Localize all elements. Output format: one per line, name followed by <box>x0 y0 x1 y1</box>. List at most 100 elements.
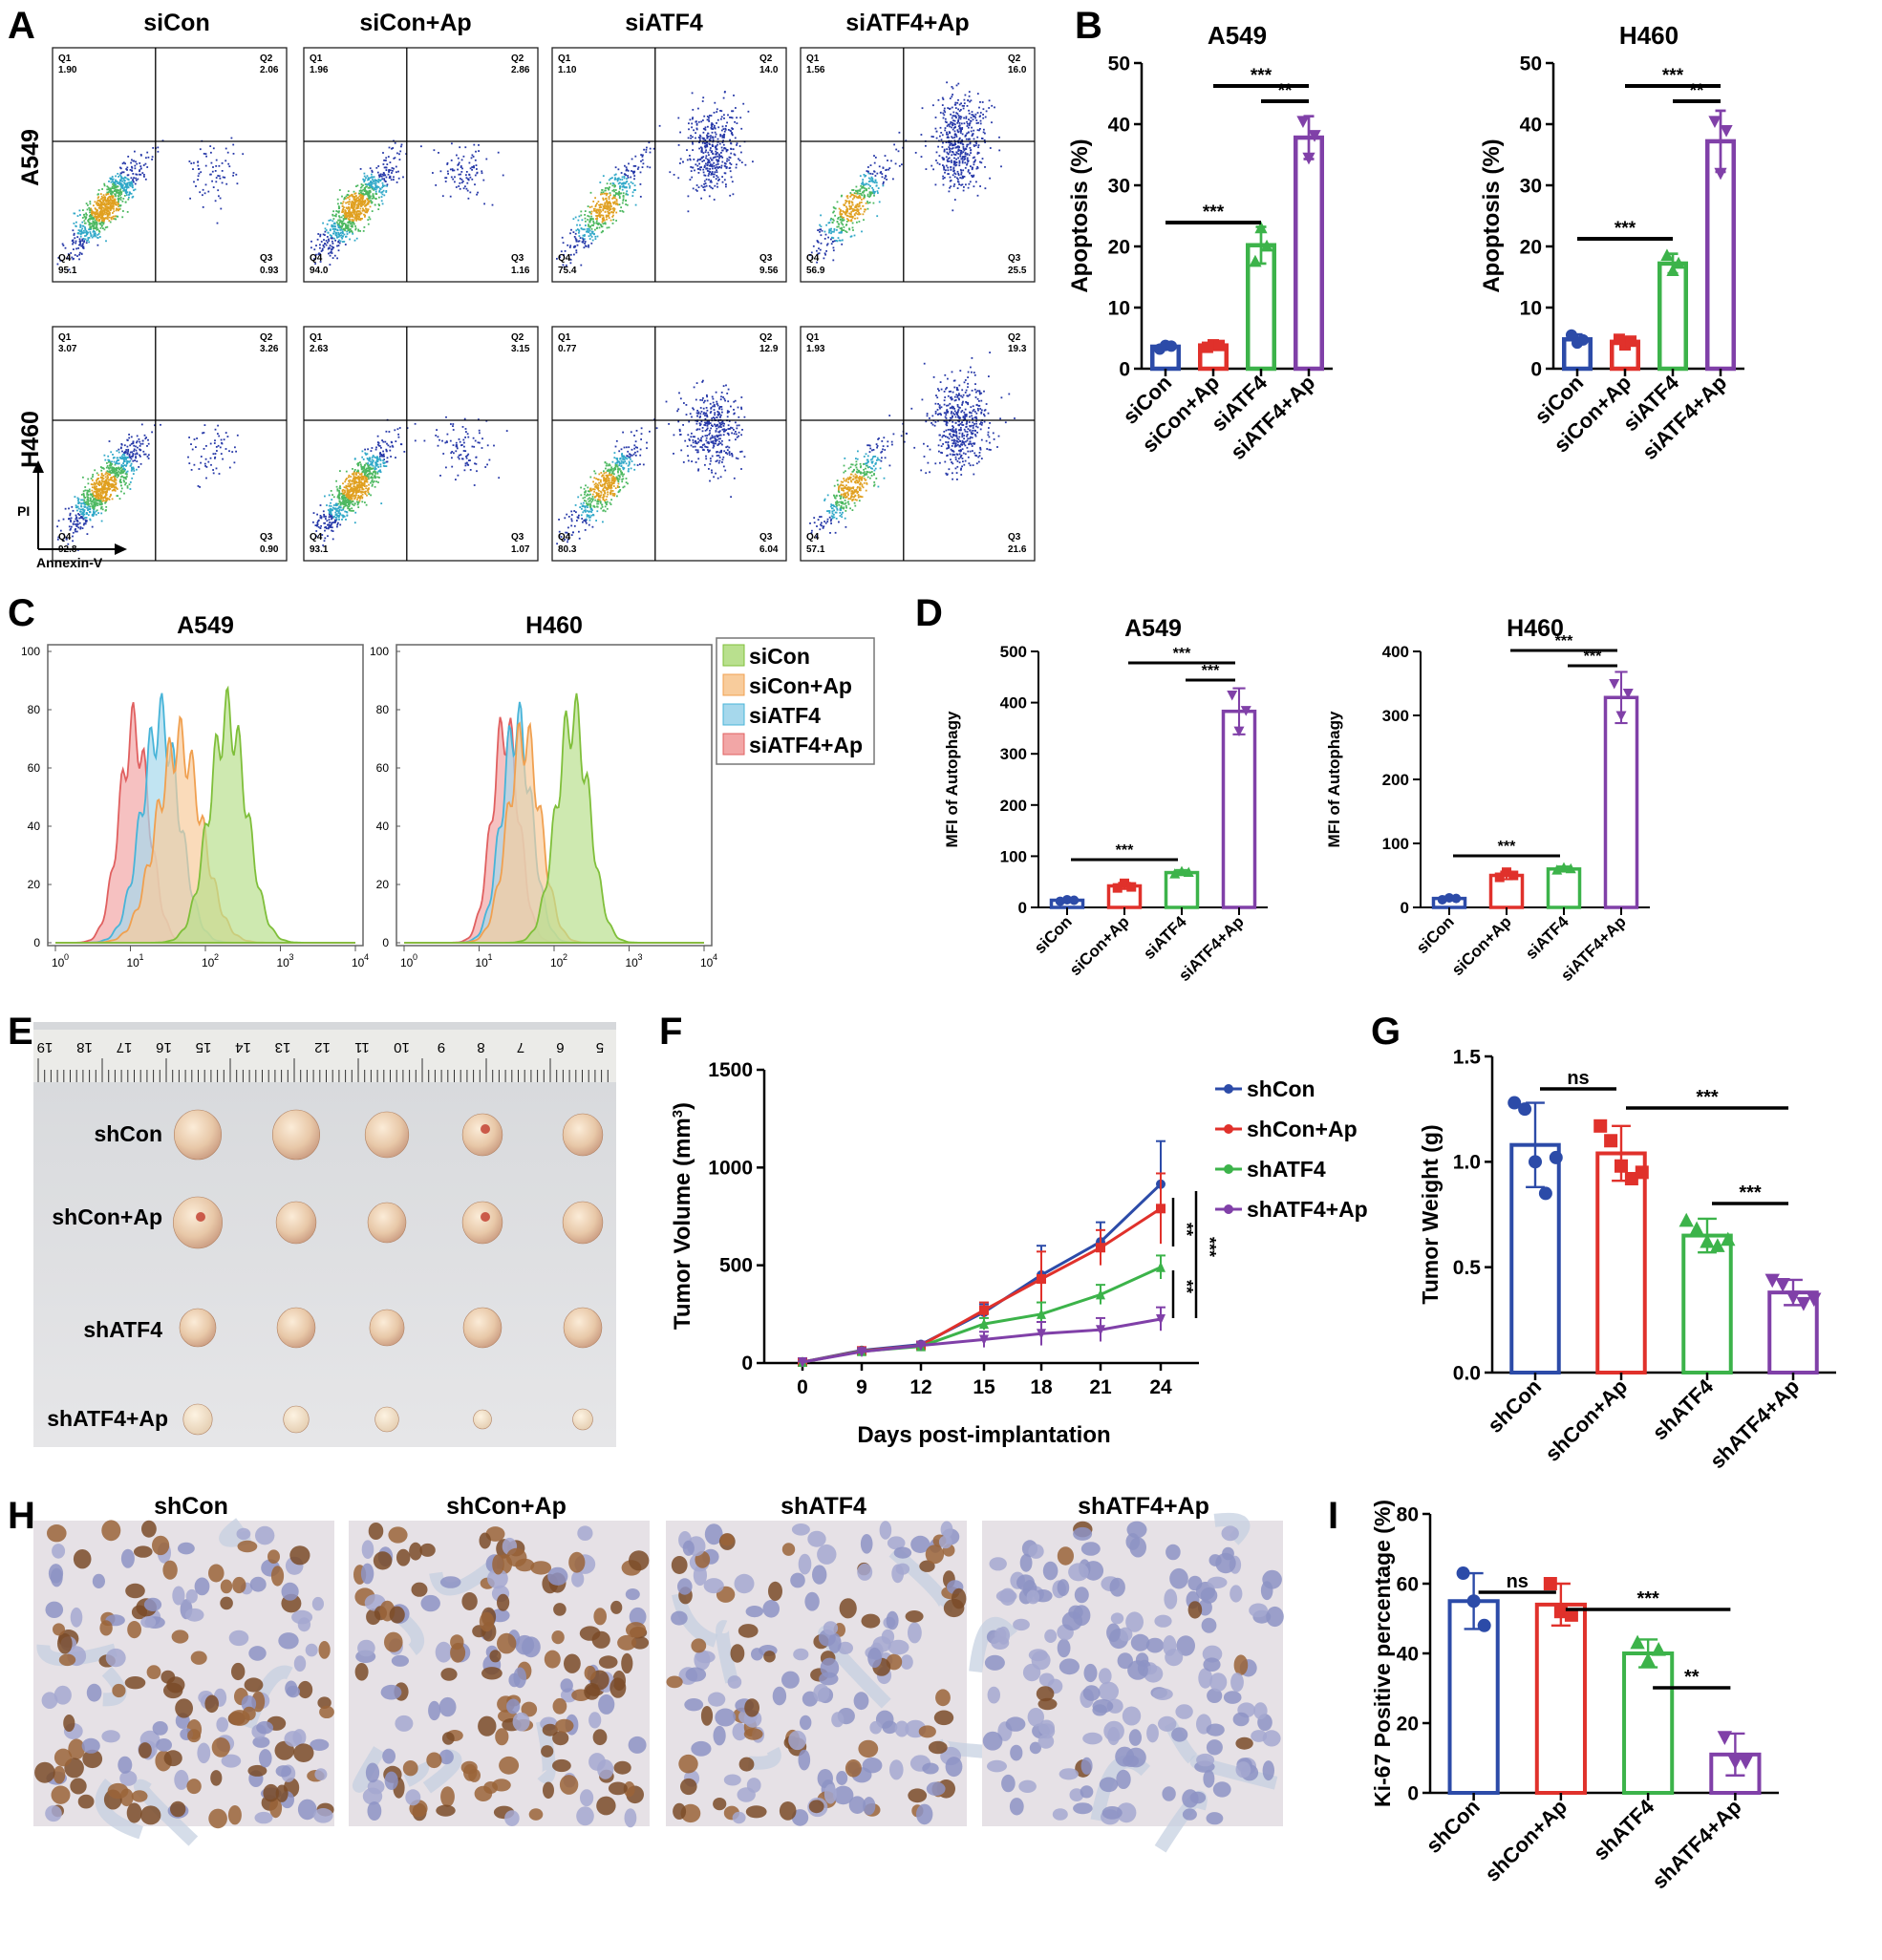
event-dot <box>338 224 341 227</box>
event-dot <box>203 153 205 155</box>
event-dot <box>136 173 139 176</box>
event-dot <box>841 194 843 197</box>
event-dot <box>375 166 378 169</box>
event-dot <box>959 153 962 156</box>
event-dot <box>620 192 623 195</box>
event-dot <box>478 418 480 421</box>
event-dot <box>374 474 376 477</box>
event-dot <box>877 192 879 194</box>
event-dot <box>973 138 975 140</box>
event-dot <box>695 163 697 166</box>
event-dot <box>104 213 107 216</box>
event-dot <box>112 182 115 185</box>
event-dot <box>968 124 971 127</box>
event-dot <box>337 207 340 209</box>
event-dot <box>687 195 690 198</box>
event-dot <box>607 202 610 204</box>
event-dot <box>70 519 72 522</box>
event-dot <box>459 181 461 184</box>
event-dot <box>606 226 609 229</box>
q2-value: 3.26 <box>260 344 279 354</box>
event-dot <box>849 195 852 198</box>
event-dot <box>714 131 716 134</box>
event-dot <box>957 148 960 151</box>
event-dot <box>380 200 383 202</box>
event-dot <box>706 158 709 160</box>
event-dot <box>723 117 725 119</box>
event-dot <box>161 139 164 142</box>
event-dot <box>83 241 85 244</box>
event-dot <box>714 127 716 130</box>
event-dot <box>78 230 81 233</box>
event-dot <box>602 197 605 200</box>
event-dot <box>132 453 135 455</box>
event-dot <box>691 92 694 95</box>
event-dot <box>845 210 847 213</box>
event-dot <box>102 200 105 202</box>
event-dot <box>330 250 332 253</box>
event-dot <box>94 234 96 237</box>
event-dot <box>841 239 844 242</box>
event-dot <box>371 187 374 190</box>
event-dot <box>577 240 580 243</box>
event-dot <box>334 232 337 235</box>
event-dot <box>86 493 89 496</box>
event-dot <box>384 181 387 182</box>
event-dot <box>325 244 328 246</box>
event-dot <box>721 181 724 183</box>
event-dot <box>119 467 122 469</box>
event-dot <box>969 181 972 183</box>
event-dot <box>101 219 104 221</box>
event-dot <box>397 177 400 180</box>
event-dot <box>371 176 373 179</box>
event-dot <box>572 231 575 233</box>
event-dot <box>361 466 364 468</box>
event-dot <box>371 181 374 183</box>
event-dot <box>375 480 377 483</box>
event-dot <box>968 95 971 97</box>
event-dot <box>461 181 464 182</box>
event-dot <box>614 193 617 195</box>
event-dot <box>198 468 201 470</box>
event-dot <box>825 250 827 252</box>
event-dot <box>873 155 875 157</box>
event-dot <box>366 190 369 193</box>
event-dot <box>960 102 962 105</box>
event-dot <box>217 189 220 192</box>
event-dot <box>864 208 866 211</box>
event-dot <box>851 222 854 224</box>
event-dot <box>346 216 349 219</box>
event-dot <box>612 194 615 197</box>
event-dot <box>888 168 889 171</box>
event-dot <box>690 137 692 139</box>
event-dot <box>359 186 362 189</box>
event-dot <box>974 113 977 116</box>
event-dot <box>920 134 923 136</box>
event-dot <box>716 167 719 169</box>
event-dot <box>604 210 607 213</box>
event-dot <box>962 169 965 172</box>
event-dot <box>711 143 714 146</box>
event-dot <box>968 109 970 112</box>
event-dot <box>154 424 156 427</box>
event-dot <box>599 205 602 207</box>
event-dot <box>472 437 475 439</box>
event-dot <box>331 237 333 240</box>
event-dot <box>151 159 153 160</box>
event-dot <box>82 243 84 245</box>
event-dot <box>124 180 126 182</box>
event-dot <box>65 538 68 541</box>
event-dot <box>938 155 941 157</box>
event-dot <box>96 504 99 506</box>
event-dot <box>330 219 331 222</box>
event-dot <box>126 453 129 456</box>
event-dot <box>950 166 952 168</box>
event-dot <box>132 195 135 198</box>
event-dot <box>99 497 101 500</box>
event-dot <box>943 109 946 112</box>
event-dot <box>832 241 834 243</box>
event-dot <box>356 197 359 200</box>
event-dot <box>204 465 206 467</box>
event-dot <box>954 101 957 104</box>
event-dot <box>856 221 858 224</box>
